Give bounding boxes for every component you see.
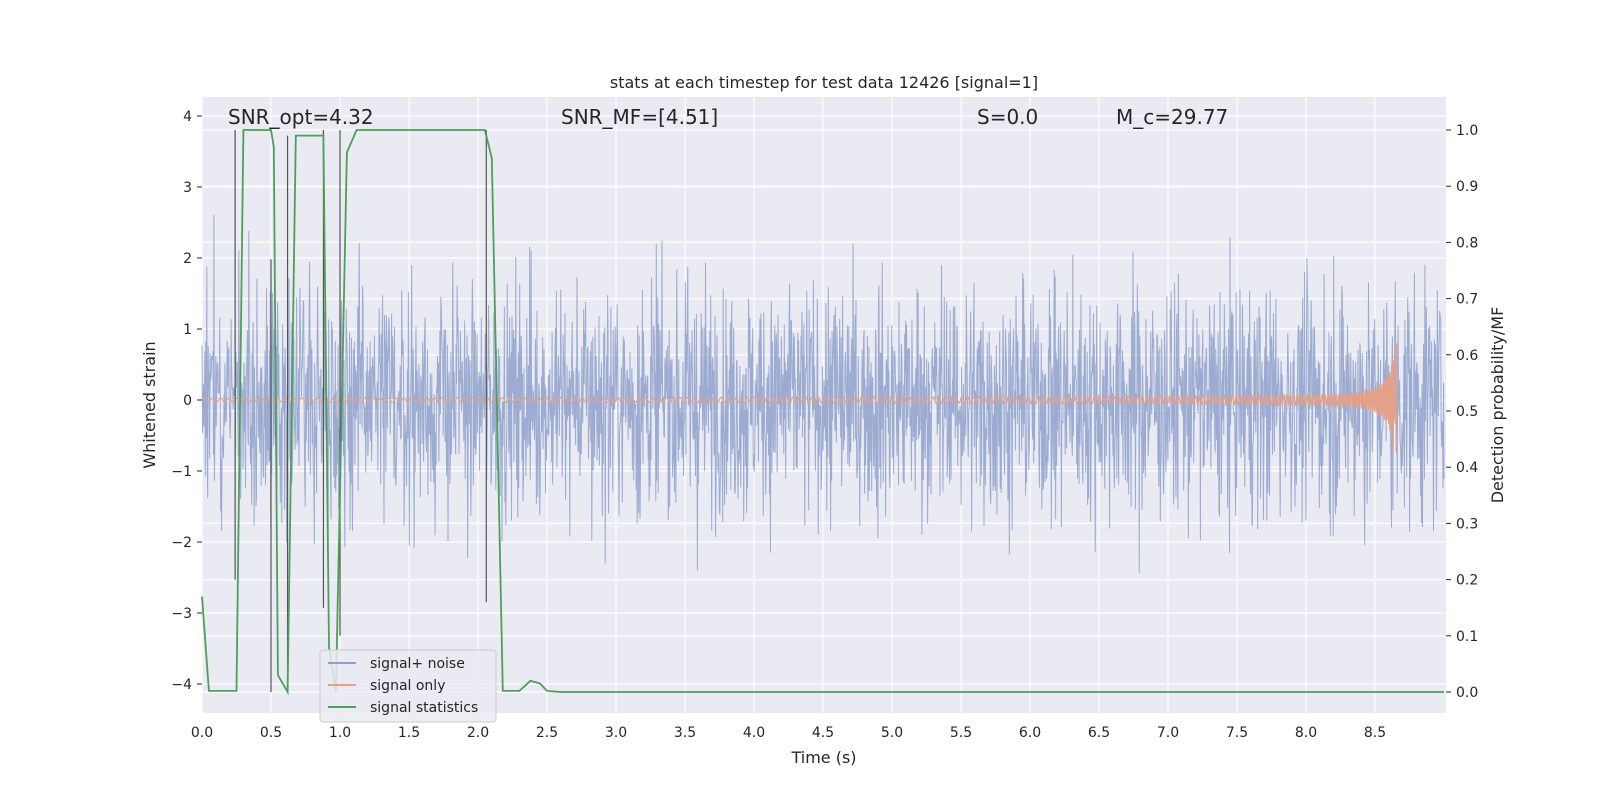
signal-plus-noise-series [201, 214, 1445, 574]
legend-box [319, 649, 497, 723]
x-tick-label: 6.5 [1088, 725, 1110, 741]
legend-label-signal-noise: signal+ noise [370, 656, 465, 672]
x-tick-label: 2.5 [536, 725, 558, 741]
y-tick-left-label: −3 [171, 606, 192, 622]
x-tick-label: 8.0 [1295, 725, 1317, 741]
y-axis-right-ticks: 1.0 0.9 0.8 0.7 0.6 0.5 0.4 0.3 0.2 0.1 0.0 [1446, 123, 1478, 701]
y-tick-right-label: 0.7 [1456, 292, 1478, 308]
x-axis-ticks: 0.0 0.5 1.0 1.5 2.0 2.5 3.0 3.5 4.0 4.5 5.0 5.5 6.0 6… [191, 725, 1386, 741]
x-tick-label: 8.5 [1364, 725, 1386, 741]
y-tick-right-label: 0.5 [1456, 404, 1478, 420]
annotation-snr-mf: SNR_MF=[4.51] [561, 105, 718, 129]
y-axis-right-label: Detection probability/MF [1488, 307, 1507, 504]
y-tick-left-label: 3 [183, 180, 192, 196]
y-tick-left-label: −2 [171, 535, 192, 551]
y-tick-right-label: 1.0 [1456, 123, 1478, 139]
x-tick-label: 7.0 [1157, 725, 1179, 741]
x-tick-label: 5.0 [881, 725, 903, 741]
signal-only-series [201, 341, 1398, 453]
legend-label-signal-statistics: signal statistics [370, 700, 478, 716]
annotations: SNR_opt=4.32 SNR_MF=[4.51] S=0.0 M_c=29.… [228, 105, 1228, 129]
y-axis-left-ticks: 4 3 2 1 0 −1 −2 −3 −4 [171, 109, 202, 693]
y-tick-right-label: 0.9 [1456, 179, 1478, 195]
x-tick-label: 3.5 [674, 725, 696, 741]
x-tick-label: 1.0 [329, 725, 351, 741]
x-tick-label: 6.0 [1019, 725, 1041, 741]
legend-label-signal-only: signal only [370, 678, 445, 694]
y-tick-left-label: −1 [171, 464, 192, 480]
x-tick-label: 3.0 [605, 725, 627, 741]
y-axis-left-label: Whitened strain [140, 341, 159, 468]
chart-title: stats at each timestep for test data 124… [610, 73, 1038, 92]
signal-only-line [201, 341, 1398, 453]
y-tick-right-label: 0.0 [1456, 685, 1478, 701]
annotation-mc-value: M_c=29.77 [1116, 105, 1228, 129]
signal-plus-noise-line [201, 214, 1445, 574]
x-tick-label: 1.5 [398, 725, 420, 741]
x-tick-label: 7.5 [1226, 725, 1248, 741]
x-tick-label: 4.5 [812, 725, 834, 741]
y-tick-right-label: 0.2 [1456, 573, 1478, 589]
y-tick-left-label: 0 [183, 393, 192, 409]
y-tick-right-label: 0.8 [1456, 235, 1478, 251]
annotation-s-value: S=0.0 [977, 105, 1038, 129]
y-tick-left-label: 4 [183, 109, 192, 125]
x-tick-label: 2.0 [467, 725, 489, 741]
y-tick-right-label: 0.4 [1456, 460, 1478, 476]
x-tick-label: 5.5 [950, 725, 972, 741]
x-axis-label: Time (s) [790, 748, 856, 767]
y-tick-right-label: 0.3 [1456, 516, 1478, 532]
x-tick-label: 0.0 [191, 725, 213, 741]
x-tick-label: 4.0 [743, 725, 765, 741]
vertical-markers [234, 130, 487, 692]
y-tick-right-label: 0.6 [1456, 348, 1478, 364]
annotation-snr-opt: SNR_opt=4.32 [228, 105, 374, 129]
x-tick-label: 0.5 [260, 725, 282, 741]
y-tick-right-label: 0.1 [1456, 629, 1478, 645]
y-tick-left-label: −4 [171, 677, 192, 693]
legend: signal+ noise signal only signal statist… [319, 649, 497, 723]
y-tick-left-label: 1 [183, 322, 192, 338]
y-tick-left-label: 2 [183, 251, 192, 267]
